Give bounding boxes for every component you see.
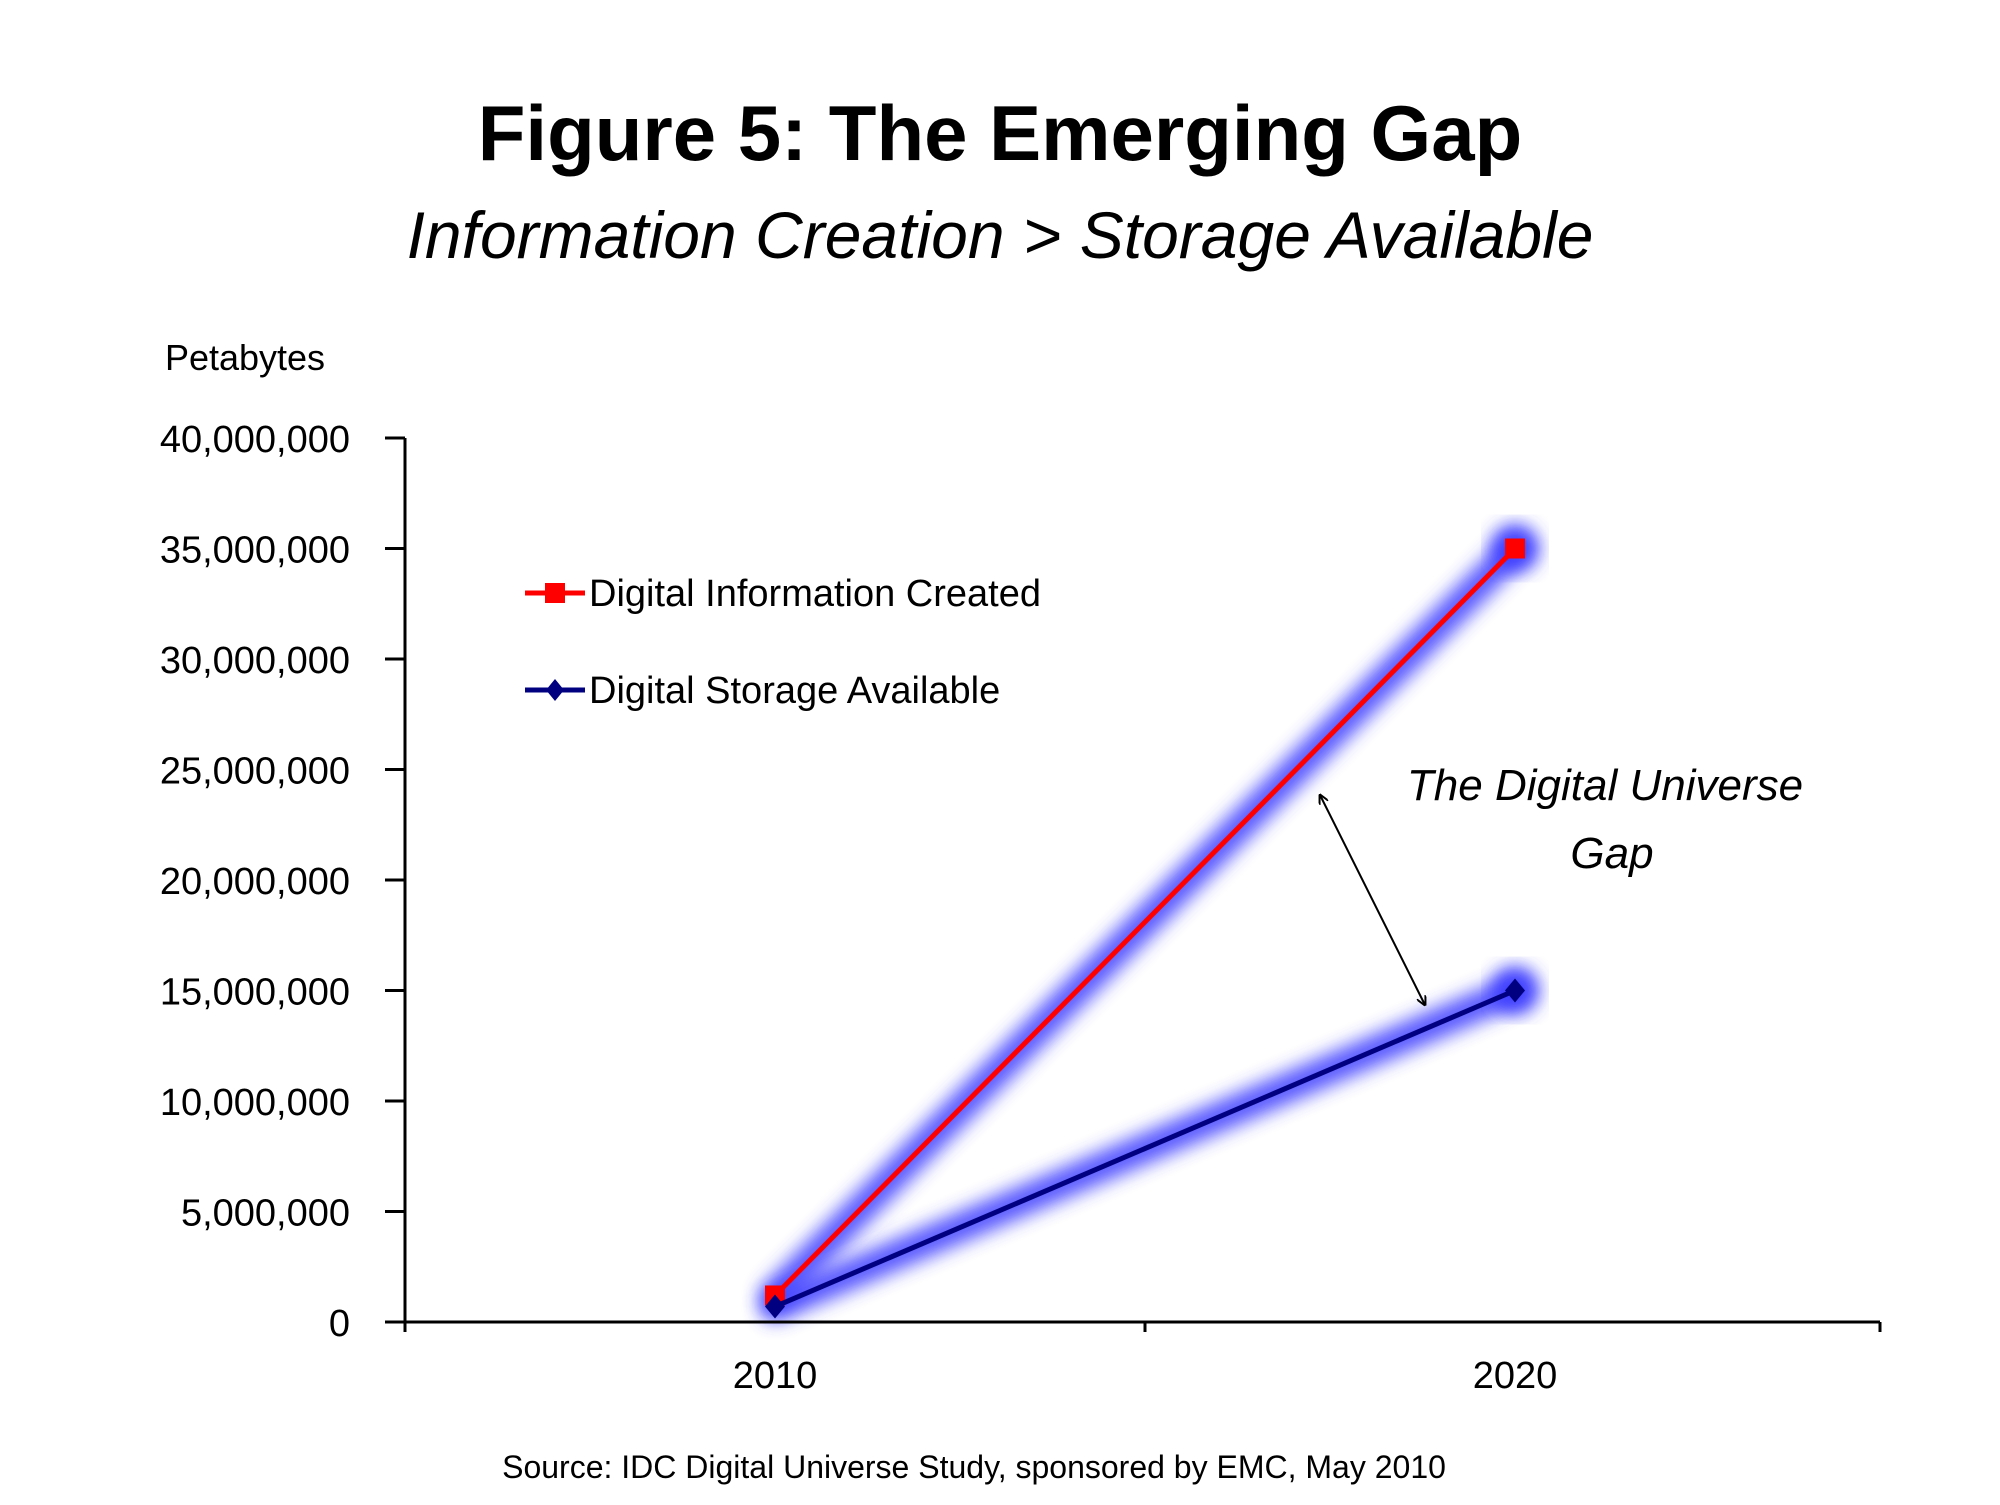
y-tick-label: 5,000,000 (181, 1193, 350, 1235)
gap-arrow (1320, 795, 1425, 1005)
y-tick-label: 30,000,000 (160, 640, 350, 682)
data-point (1505, 978, 1525, 1003)
x-tick-label: 2020 (1473, 1355, 1558, 1397)
y-tick-label: 40,000,000 (160, 419, 350, 461)
legend-swatch-marker (546, 679, 564, 701)
series-line (774, 988, 1516, 1309)
series-line (773, 546, 1517, 1298)
y-tick-label: 10,000,000 (160, 1082, 350, 1124)
y-tick-label: 0 (329, 1303, 350, 1345)
series-layer (765, 538, 1525, 1319)
legend-swatch-marker (545, 583, 565, 603)
annotation-line-1: The Digital Universe (1407, 761, 1803, 810)
chart-title: Figure 5: The Emerging Gap (478, 89, 1522, 177)
legend: Digital Information Created Digital Stora… (525, 573, 1041, 712)
legend-label: Digital Storage Available (589, 670, 1000, 712)
y-axis-label: Petabytes (165, 337, 325, 378)
legend-label: Digital Information Created (589, 573, 1041, 615)
data-point (765, 1294, 785, 1319)
x-tick-label: 2010 (733, 1355, 818, 1397)
y-tick-label: 25,000,000 (160, 751, 350, 793)
y-tick-label: 20,000,000 (160, 861, 350, 903)
y-tick-label: 15,000,000 (160, 972, 350, 1014)
annotation-line-2: Gap (1570, 829, 1653, 878)
y-tick-label: 35,000,000 (160, 530, 350, 572)
axes: 0 5,000,000 10,000,000 15,000,000 20,000,000… (160, 419, 1882, 1397)
data-point (1505, 538, 1525, 559)
source-note: Source: IDC Digital Universe Study, spon… (502, 1449, 1446, 1485)
chart-subtitle: Information Creation > Storage Available (407, 198, 1594, 272)
